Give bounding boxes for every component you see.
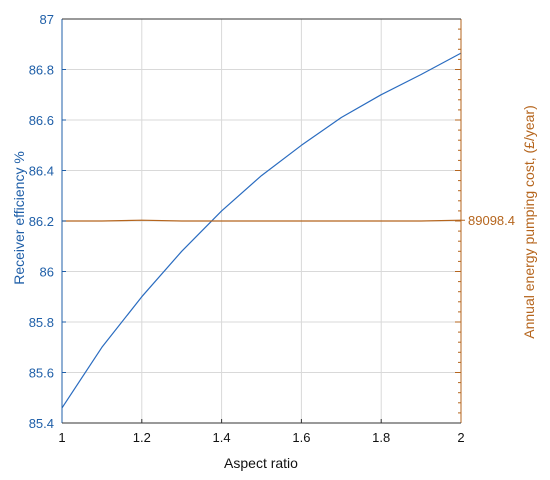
y-left-tick-label: 86.2 (29, 214, 54, 229)
right-axis-annotation: 89098.4 (468, 213, 515, 228)
x-tick-label: 1.4 (213, 430, 231, 445)
pumping-cost-series-line (62, 219, 462, 222)
y-left-tick-label: 87 (40, 12, 54, 27)
axes-layer: 1 1.2 1.4 1.6 1.8 2 85.4 85.6 85.8 86 86.2 86.4 86.6… (29, 12, 465, 445)
y-axis-right-label: Annual energy pumping cost, (£/year) (521, 105, 537, 338)
y-left-tick-label: 85.6 (29, 366, 54, 381)
x-tick-label: 1 (58, 430, 65, 445)
x-tick-label: 2 (457, 430, 464, 445)
x-axis-label: Aspect ratio (224, 455, 298, 471)
y-left-tick-label: 86.8 (29, 63, 54, 78)
y-left-tick-label: 86 (40, 265, 54, 280)
efficiency-series-line (61, 52, 462, 409)
x-tick-label: 1.6 (292, 430, 310, 445)
series-layer (61, 52, 462, 409)
y-left-tick-label: 85.4 (29, 416, 54, 431)
y-left-tick-label: 86.4 (29, 164, 54, 179)
y-left-tick-label: 85.8 (29, 315, 54, 330)
labels-layer: Aspect ratio Receiver efficiency % Annua… (11, 105, 537, 471)
x-tick-label: 1.8 (372, 430, 390, 445)
y-axis-left-label: Receiver efficiency % (11, 151, 27, 285)
x-tick-label: 1.2 (133, 430, 151, 445)
y-left-tick-label: 86.6 (29, 113, 54, 128)
